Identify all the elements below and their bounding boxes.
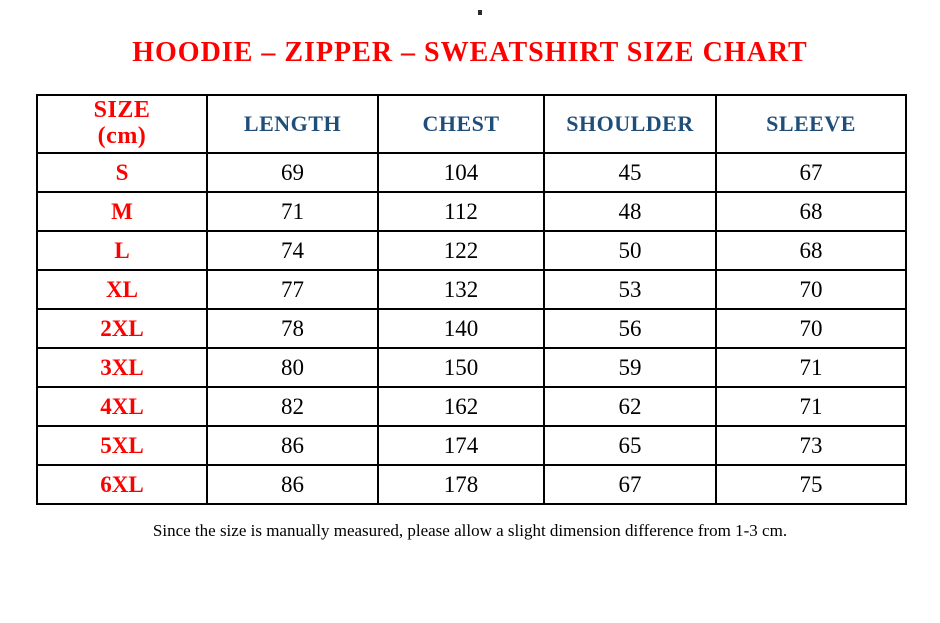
size-cell: L — [36, 230, 208, 271]
sleeve-cell: 68 — [715, 191, 907, 232]
sleeve-cell: 68 — [715, 230, 907, 271]
shoulder-cell: 67 — [543, 464, 717, 505]
table-row: 6XL 86 178 67 75 — [36, 464, 907, 505]
size-cell: 5XL — [36, 425, 208, 466]
table-row: 3XL 80 150 59 71 — [36, 347, 907, 388]
page-title: HOODIE – ZIPPER – SWEATSHIRT SIZE CHART — [132, 37, 808, 68]
sleeve-cell: 71 — [715, 347, 907, 388]
size-chart-table: SIZE (cm) LENGTH CHEST SHOULDER SLEEVE S… — [36, 94, 907, 505]
chest-cell: 112 — [377, 191, 545, 232]
chest-cell: 178 — [377, 464, 545, 505]
size-table-body: S 69 104 45 67 M 71 112 48 68 L 74 122 50 68 XL 77 132 53 7… — [36, 152, 907, 505]
column-header-length: LENGTH — [206, 94, 379, 154]
table-row: 2XL 78 140 56 70 — [36, 308, 907, 349]
size-cell: 2XL — [36, 308, 208, 349]
size-cell: XL — [36, 269, 208, 310]
shoulder-cell: 56 — [543, 308, 717, 349]
table-row: XL 77 132 53 70 — [36, 269, 907, 310]
column-header-chest: CHEST — [377, 94, 545, 154]
length-cell: 69 — [206, 152, 379, 193]
chest-cell: 162 — [377, 386, 545, 427]
length-cell: 82 — [206, 386, 379, 427]
chest-cell: 140 — [377, 308, 545, 349]
shoulder-cell: 48 — [543, 191, 717, 232]
length-cell: 80 — [206, 347, 379, 388]
shoulder-cell: 50 — [543, 230, 717, 271]
header-row: SIZE (cm) LENGTH CHEST SHOULDER SLEEVE — [36, 94, 907, 154]
shoulder-cell: 45 — [543, 152, 717, 193]
chest-cell: 174 — [377, 425, 545, 466]
stray-dot-mark — [478, 10, 482, 15]
column-header-size: SIZE (cm) — [36, 94, 208, 154]
size-table-header: SIZE (cm) LENGTH CHEST SHOULDER SLEEVE — [36, 94, 907, 154]
length-cell: 71 — [206, 191, 379, 232]
shoulder-cell: 62 — [543, 386, 717, 427]
column-header-sleeve: SLEEVE — [715, 94, 907, 154]
measurement-disclaimer: Since the size is manually measured, ple… — [152, 521, 788, 540]
sleeve-cell: 70 — [715, 308, 907, 349]
table-row: L 74 122 50 68 — [36, 230, 907, 271]
sleeve-cell: 70 — [715, 269, 907, 310]
chest-cell: 122 — [377, 230, 545, 271]
shoulder-cell: 59 — [543, 347, 717, 388]
table-row: 4XL 82 162 62 71 — [36, 386, 907, 427]
shoulder-cell: 65 — [543, 425, 717, 466]
sleeve-cell: 73 — [715, 425, 907, 466]
size-header-line1: SIZE — [93, 97, 151, 124]
table-row: S 69 104 45 67 — [36, 152, 907, 193]
sleeve-cell: 75 — [715, 464, 907, 505]
sleeve-cell: 71 — [715, 386, 907, 427]
length-cell: 78 — [206, 308, 379, 349]
column-header-shoulder: SHOULDER — [543, 94, 717, 154]
table-row: M 71 112 48 68 — [36, 191, 907, 232]
length-cell: 86 — [206, 464, 379, 505]
chest-cell: 132 — [377, 269, 545, 310]
shoulder-cell: 53 — [543, 269, 717, 310]
size-cell: M — [36, 191, 208, 232]
size-cell: 6XL — [36, 464, 208, 505]
sleeve-cell: 67 — [715, 152, 907, 193]
size-cell: 4XL — [36, 386, 208, 427]
chest-cell: 104 — [377, 152, 545, 193]
table-row: 5XL 86 174 65 73 — [36, 425, 907, 466]
chest-cell: 150 — [377, 347, 545, 388]
size-header-line2: (cm) — [97, 123, 147, 149]
length-cell: 77 — [206, 269, 379, 310]
length-cell: 74 — [206, 230, 379, 271]
size-cell: S — [36, 152, 208, 193]
size-cell: 3XL — [36, 347, 208, 388]
length-cell: 86 — [206, 425, 379, 466]
